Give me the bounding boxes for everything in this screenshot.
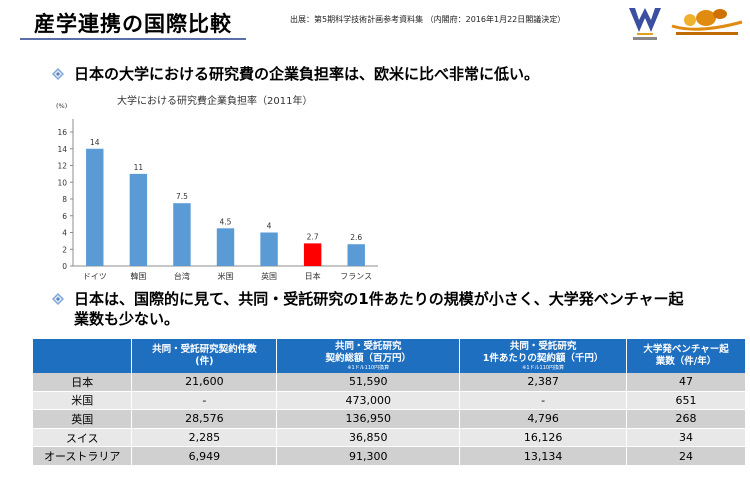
table-cell: 日本: [33, 373, 133, 392]
header-line: 共同・受託研究: [509, 340, 577, 352]
table-cell: -: [459, 391, 628, 411]
y-tick-label: 6: [62, 212, 67, 221]
table-row: 英国 28,576 136,950 4,796 268: [33, 409, 746, 429]
y-tick-label: 2: [62, 245, 67, 254]
table-cell: -: [131, 391, 278, 411]
bar: [347, 244, 365, 266]
table-cell: 651: [626, 391, 746, 411]
diamond-bullet-icon: [52, 68, 64, 80]
university-logo-icon: [629, 8, 661, 40]
header-cell-per-contract: 共同・受託研究 1件あたりの契約額（千円） ※1ドル110円換算: [459, 339, 628, 373]
table-cell: 47: [626, 373, 746, 392]
bar: [260, 232, 278, 266]
bird-logo-icon: [671, 9, 743, 35]
y-tick-label: 12: [57, 162, 67, 171]
header-note: ※1ドル110円換算: [347, 364, 390, 371]
x-tick-label: 台湾: [174, 271, 190, 281]
bar: [86, 148, 104, 266]
bullet-text-2: 日本は、国際的に見て、共同・受託研究の1件あたりの規模が小さく、大学発ベンチャー…: [74, 290, 684, 308]
title-box: 産学連携の国際比較: [20, 8, 246, 40]
y-tick-label: 0: [62, 262, 67, 271]
table-cell: 36,850: [276, 428, 461, 448]
table-cell: スイス: [33, 428, 133, 448]
table-cell: 268: [626, 409, 746, 429]
header-line: (件): [195, 356, 214, 367]
bullet-text-1: 日本の大学における研究費の企業負担率は、欧米に比べ非常に低い。: [74, 65, 540, 83]
x-tick-label: 米国: [218, 271, 234, 281]
data-label: 7.5: [176, 192, 188, 201]
table-cell: 2,285: [131, 428, 278, 448]
table-cell: 6,949: [131, 446, 278, 466]
data-label: 11: [134, 163, 144, 172]
header-cell-contract-total: 共同・受託研究 契約総額（百万円） ※1ドル110円換算: [276, 339, 461, 373]
data-label: 2.6: [350, 233, 362, 242]
header-line: 業数（件/年）: [655, 356, 717, 367]
x-tick-label: ドイツ: [83, 272, 107, 281]
table-cell: 2,387: [459, 373, 628, 392]
table-cell: 136,950: [276, 409, 461, 429]
table-cell: 米国: [33, 391, 133, 411]
y-axis-label: (%): [56, 102, 67, 110]
bar: [303, 243, 322, 266]
data-label: 14: [90, 138, 100, 147]
y-tick-label: 10: [57, 178, 67, 187]
x-tick-label: 英国: [261, 271, 277, 281]
bullet-1: 日本の大学における研究費の企業負担率は、欧米に比べ非常に低い。: [52, 64, 539, 84]
data-label: 4.5: [220, 217, 232, 226]
table-row: 米国 - 473,000 - 651: [33, 391, 746, 411]
chart-title: 大学における研究費企業負担率（2011年）: [117, 94, 312, 107]
header-line: 共同・受託研究: [334, 340, 402, 352]
y-tick-label: 4: [62, 229, 67, 238]
table-cell: 51,590: [276, 373, 461, 392]
header-line: 大学発ベンチャー起: [643, 344, 729, 355]
bullet-text-2b: 業数も少ない。: [74, 310, 180, 328]
x-tick-label: フランス: [340, 272, 372, 281]
data-label: 4: [267, 222, 272, 231]
table-cell: 24: [626, 446, 746, 466]
table-row: 日本 21,600 51,590 2,387 47: [33, 373, 746, 392]
bar: [129, 173, 148, 266]
table-cell: 4,796: [459, 409, 628, 429]
table-cell: オーストラリア: [33, 446, 133, 466]
header-line: 1件あたりの契約額（千円）: [482, 352, 604, 364]
table-cell: 13,134: [459, 446, 628, 466]
header-note: ※1ドル110円換算: [522, 364, 565, 371]
y-tick-label: 16: [57, 128, 67, 137]
comparison-table: 共同・受託研究契約件数 (件) 共同・受託研究 契約総額（百万円） ※1ドル11…: [33, 339, 746, 466]
header-cell-contract-count: 共同・受託研究契約件数 (件): [131, 339, 278, 373]
x-tick-label: 日本: [305, 271, 321, 281]
bar: [216, 228, 235, 266]
header-bar: 産学連携の国際比較 出展：第5期科学技術計画参考資料集 （内閣府：2016年1月…: [0, 0, 750, 45]
header-line: 共同・受託研究契約件数: [152, 344, 257, 355]
data-label: 2.7: [307, 232, 319, 241]
bullet-2: 日本は、国際的に見て、共同・受託研究の1件あたりの規模が小さく、大学発ベンチャー…: [52, 289, 684, 329]
x-tick-label: 韓国: [130, 271, 146, 281]
table-cell: 34: [626, 428, 746, 448]
table-cell: 21,600: [131, 373, 278, 392]
table-header-row: 共同・受託研究契約件数 (件) 共同・受託研究 契約総額（百万円） ※1ドル11…: [33, 339, 746, 373]
page-title: 産学連携の国際比較: [34, 12, 232, 36]
y-tick-label: 8: [62, 195, 67, 204]
table-cell: 28,576: [131, 409, 278, 429]
header-cell-ventures: 大学発ベンチャー起 業数（件/年）: [626, 339, 746, 373]
bar-chart: 大学における研究費企業負担率（2011年） (%) 0 2 4 6 8 10 12 14 16 14 ド…: [56, 94, 378, 281]
table-row: オーストラリア 6,949 91,300 13,134 24: [33, 446, 746, 466]
table-cell: 英国: [33, 409, 133, 429]
bar: [173, 203, 191, 266]
y-tick-label: 14: [57, 145, 67, 154]
table-cell: 91,300: [276, 446, 461, 466]
table-cell: 16,126: [459, 428, 628, 448]
source-note: 出展：第5期科学技術計画参考資料集 （内閣府：2016年1月22日閣議決定）: [290, 15, 566, 24]
header-line: 契約総額（百万円）: [325, 352, 411, 364]
table-cell: 473,000: [276, 391, 461, 411]
diamond-bullet-icon: [52, 293, 64, 305]
table-row: スイス 2,285 36,850 16,126 34: [33, 428, 746, 448]
header-cell-country: [33, 339, 133, 373]
